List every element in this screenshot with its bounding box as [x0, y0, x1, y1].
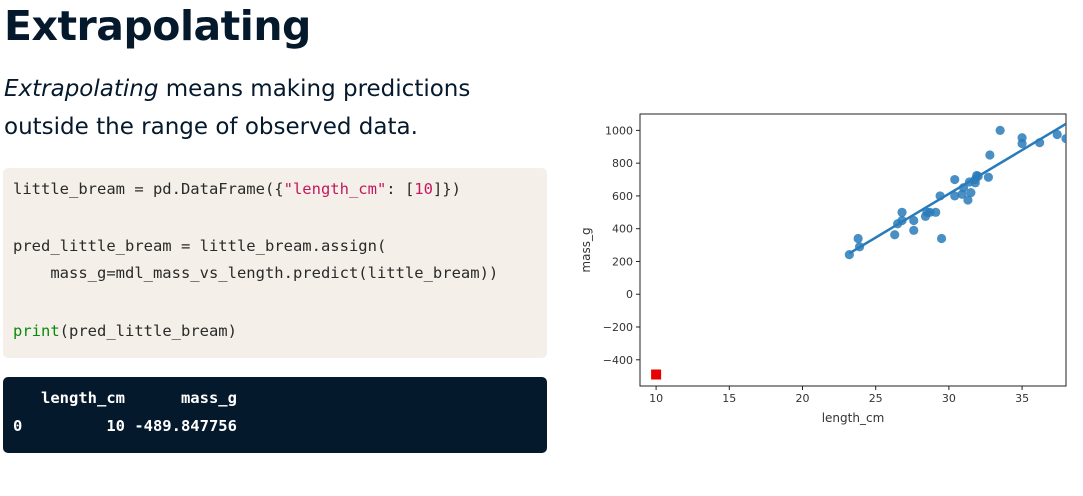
- data-point: [1052, 129, 1062, 140]
- code-line-2: pred_little_bream = little_bream.assign(: [13, 237, 387, 255]
- intro-text: Extrapolating means making predictions o…: [4, 70, 524, 146]
- code-number: 10: [414, 180, 433, 198]
- x-axis-label: length_cm: [822, 411, 885, 425]
- x-tick-label: 15: [722, 392, 736, 405]
- data-point: [1017, 133, 1027, 143]
- x-tick-label: 25: [869, 392, 883, 405]
- regression-line: [848, 122, 1066, 255]
- data-point: [963, 195, 973, 205]
- data-point: [897, 207, 907, 217]
- y-tick-label: −400: [603, 354, 633, 367]
- data-point: [936, 233, 947, 244]
- data-point: [909, 215, 919, 226]
- x-tick-label: 10: [649, 392, 663, 405]
- output-block: length_cm mass_g 0 10 -489.847756: [3, 377, 547, 453]
- y-tick-label: 1000: [605, 124, 633, 137]
- x-tick-label: 35: [1015, 392, 1029, 405]
- data-point: [853, 233, 863, 244]
- data-point: [931, 207, 941, 217]
- code-segment: little_bream = pd.DataFrame({: [13, 180, 284, 198]
- code-block: little_bream = pd.DataFrame({"length_cm"…: [3, 168, 547, 358]
- page-title: Extrapolating: [4, 2, 311, 50]
- data-point: [966, 188, 976, 198]
- data-point: [950, 191, 960, 201]
- data-point: [909, 225, 919, 235]
- y-tick-label: 800: [612, 157, 633, 170]
- y-tick-label: 400: [612, 223, 633, 236]
- code-segment: (pred_little_bream): [59, 322, 237, 340]
- code-string: "length_cm": [283, 180, 387, 198]
- y-tick-label: 200: [612, 255, 633, 268]
- code-line-4: print(pred_little_bream): [13, 322, 237, 340]
- output-row: 0 10 -489.847756: [13, 417, 237, 435]
- data-point: [890, 230, 900, 240]
- y-axis-label: mass_g: [579, 227, 593, 272]
- y-tick-label: 0: [626, 288, 633, 301]
- intro-rest: means making predictions outside the ran…: [4, 76, 471, 140]
- y-tick-label: −200: [603, 321, 633, 334]
- plot-frame: [639, 113, 1067, 387]
- code-line-1: little_bream = pd.DataFrame({"length_cm"…: [13, 180, 461, 198]
- code-segment: : [: [386, 180, 415, 198]
- code-line-3: mass_g=mdl_mass_vs_length.predict(little…: [13, 264, 499, 282]
- data-point: [985, 150, 995, 160]
- output-header: length_cm mass_g: [13, 389, 237, 407]
- x-tick-label: 30: [942, 392, 956, 405]
- prediction-point: [651, 369, 662, 380]
- x-tick-label: 20: [795, 392, 809, 405]
- data-point: [995, 125, 1005, 135]
- data-point: [1061, 133, 1066, 144]
- code-segment: ]}): [432, 180, 461, 198]
- code-keyword: print: [13, 322, 60, 340]
- y-tick-label: 600: [612, 190, 633, 203]
- data-point: [983, 172, 994, 182]
- intro-emphasis: Extrapolating: [4, 76, 159, 102]
- data-point: [950, 174, 960, 185]
